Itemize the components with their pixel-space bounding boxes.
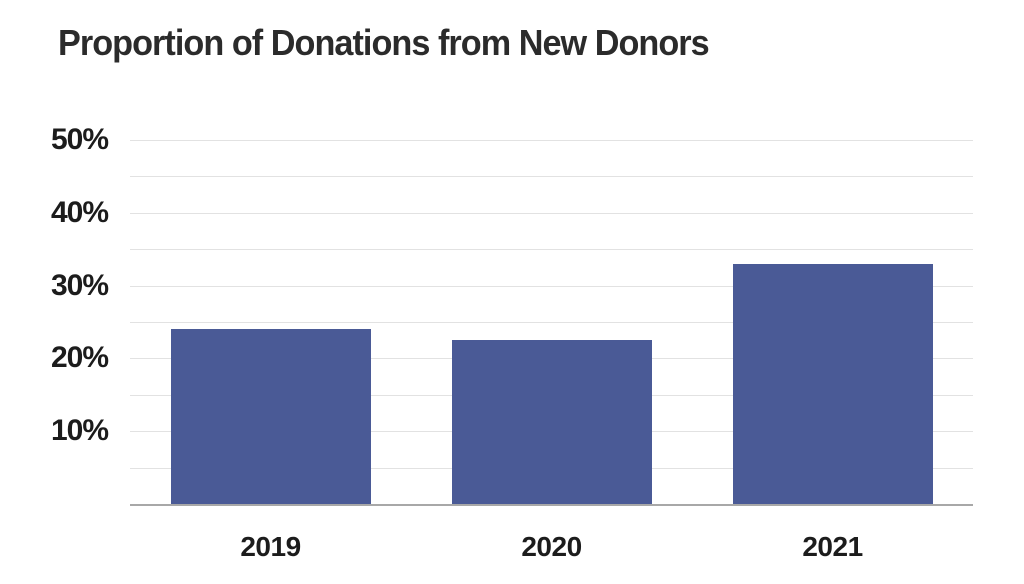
bar-2020 bbox=[451, 340, 652, 504]
gridline-50 bbox=[130, 140, 973, 141]
y-axis-tick-label-20: 20% bbox=[50, 341, 109, 375]
gridline-40 bbox=[130, 212, 973, 214]
bar-2019 bbox=[170, 329, 371, 504]
x-axis-label-2020: 2020 bbox=[521, 531, 582, 562]
gridline-25 bbox=[130, 322, 973, 323]
y-axis-tick-label-40: 40% bbox=[50, 195, 109, 229]
y-axis-tick-label-10: 10% bbox=[50, 414, 109, 448]
y-axis-tick-label-30: 30% bbox=[50, 268, 109, 302]
gridline-35 bbox=[130, 249, 973, 251]
x-axis-line bbox=[130, 504, 973, 506]
bar-2021 bbox=[732, 263, 933, 504]
chart-title: Proportion of Donations from New Donors bbox=[58, 22, 710, 63]
x-axis-label-2021: 2021 bbox=[802, 531, 863, 562]
x-axis-label-2019: 2019 bbox=[240, 531, 301, 562]
gridline-30 bbox=[130, 285, 973, 287]
y-axis-tick-label-50: 50% bbox=[50, 123, 109, 156]
gridline-45 bbox=[130, 176, 973, 178]
